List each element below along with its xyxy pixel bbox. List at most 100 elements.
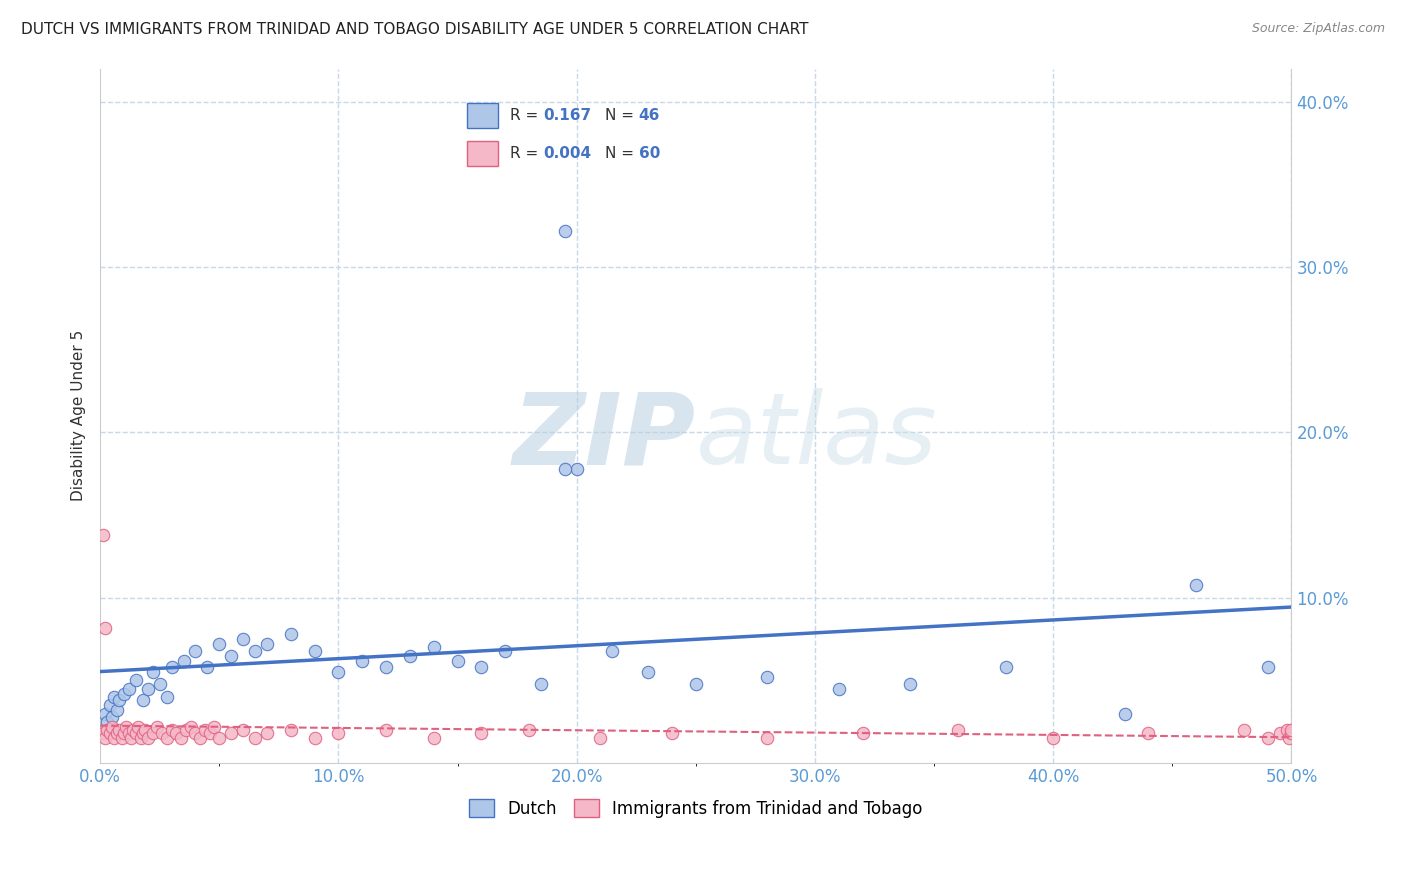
Point (101, 710, 124, 724)
Text: atlas: atlas (696, 388, 938, 485)
Point (517, 723, 540, 737)
Point (112, 726, 135, 740)
Point (602, 643, 624, 657)
Point (232, 632, 254, 646)
Point (112, 687, 135, 701)
Point (98, 698, 121, 713)
Point (94, 706, 117, 721)
Point (173, 654, 195, 668)
Point (661, 726, 683, 740)
Point (352, 654, 374, 668)
Point (280, 723, 302, 737)
Point (149, 677, 172, 691)
Point (96, 723, 118, 737)
Point (1281, 726, 1303, 740)
Point (1185, 577, 1208, 591)
Point (160, 660, 183, 674)
Point (1257, 660, 1279, 674)
Point (204, 720, 226, 734)
Point (256, 637, 278, 651)
Point (136, 681, 159, 696)
Point (103, 690, 125, 704)
Point (946, 723, 969, 737)
Point (94, 620, 117, 634)
Point (174, 723, 197, 737)
Point (108, 693, 131, 707)
Point (118, 726, 141, 740)
Point (105, 703, 128, 717)
Point (105, 726, 128, 740)
Point (470, 660, 492, 674)
Point (188, 731, 211, 746)
Point (898, 677, 921, 691)
Point (375, 660, 398, 674)
Point (422, 640, 444, 655)
Point (91, 726, 114, 740)
Point (280, 627, 302, 641)
Point (91, 528, 114, 542)
Point (195, 660, 218, 674)
Point (219, 648, 242, 663)
Point (828, 681, 851, 696)
Point (756, 670, 779, 684)
Text: Source: ZipAtlas.com: Source: ZipAtlas.com (1251, 22, 1385, 36)
Point (1042, 731, 1064, 746)
Point (243, 643, 266, 657)
Point (98, 726, 121, 740)
Point (565, 462, 588, 476)
Text: ZIP: ZIP (513, 388, 696, 485)
Point (184, 726, 207, 740)
Point (141, 665, 163, 680)
Point (141, 726, 163, 740)
Point (375, 723, 398, 737)
Point (170, 731, 193, 746)
Point (165, 726, 187, 740)
Point (851, 726, 873, 740)
Point (122, 723, 145, 737)
Legend: Dutch, Immigrants from Trinidad and Tobago: Dutch, Immigrants from Trinidad and Toba… (463, 793, 929, 824)
Point (756, 731, 779, 746)
Point (96, 714, 118, 729)
Point (1114, 706, 1136, 721)
Point (1281, 723, 1303, 737)
Point (198, 726, 221, 740)
Point (530, 677, 553, 691)
Point (219, 726, 242, 740)
Point (304, 731, 326, 746)
Point (125, 726, 148, 740)
Point (194, 723, 217, 737)
Point (134, 723, 156, 737)
Point (156, 731, 179, 746)
Point (115, 720, 138, 734)
Point (156, 690, 179, 704)
Point (132, 726, 155, 740)
Point (103, 731, 125, 746)
Point (328, 726, 350, 740)
Point (304, 643, 326, 657)
Point (108, 723, 131, 737)
Point (132, 693, 155, 707)
Point (494, 643, 516, 657)
Point (129, 731, 152, 746)
Point (399, 648, 422, 663)
Point (685, 677, 707, 691)
Point (256, 726, 278, 740)
Point (101, 720, 124, 734)
Point (589, 731, 612, 746)
Point (208, 637, 231, 651)
Point (994, 660, 1017, 674)
Point (120, 731, 142, 746)
Y-axis label: Disability Age Under 5: Disability Age Under 5 (72, 330, 86, 501)
Point (118, 681, 141, 696)
Point (554, 462, 576, 476)
Point (110, 731, 132, 746)
Point (446, 654, 468, 668)
Point (328, 665, 350, 680)
Point (1257, 731, 1279, 746)
Point (470, 726, 492, 740)
Point (554, 224, 576, 238)
Point (146, 720, 169, 734)
Point (136, 731, 159, 746)
Text: DUTCH VS IMMIGRANTS FROM TRINIDAD AND TOBAGO DISABILITY AGE UNDER 5 CORRELATION : DUTCH VS IMMIGRANTS FROM TRINIDAD AND TO… (21, 22, 808, 37)
Point (160, 723, 183, 737)
